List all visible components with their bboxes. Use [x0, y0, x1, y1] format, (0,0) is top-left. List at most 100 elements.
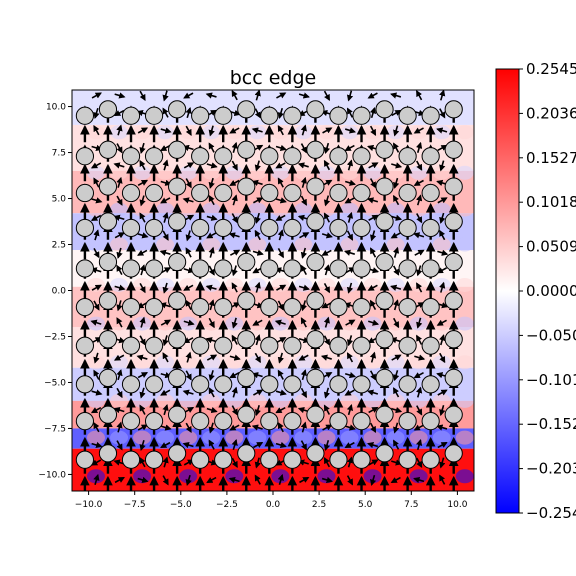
field-lobe	[294, 316, 313, 331]
atom	[375, 177, 394, 196]
field-lobe	[409, 430, 428, 445]
field-arrow	[93, 300, 100, 311]
field-arrow	[416, 141, 423, 153]
field-arrow	[116, 387, 123, 399]
field-arrow	[116, 300, 123, 312]
field-arrow	[300, 247, 307, 259]
field-arrow	[91, 284, 102, 291]
field-arrow	[416, 405, 423, 416]
atom	[306, 368, 325, 387]
field-arrow	[139, 90, 146, 102]
field-arrow	[300, 264, 307, 276]
atom	[144, 259, 164, 278]
atom	[98, 140, 118, 159]
field-arrow	[91, 441, 103, 449]
atom	[444, 252, 463, 272]
field-arrow	[416, 90, 423, 101]
field-lobe	[133, 469, 152, 484]
field-arrow	[391, 354, 402, 361]
field-lobe	[340, 430, 359, 445]
field-arrow	[162, 107, 169, 118]
atom	[168, 100, 187, 119]
field-lobe	[156, 165, 175, 180]
atom	[444, 368, 463, 387]
field-arrow	[277, 422, 284, 433]
y-tick-label: −5.0	[44, 378, 66, 388]
atom	[444, 100, 463, 119]
field-arrow	[275, 406, 286, 414]
field-arrow	[416, 438, 423, 451]
atom	[168, 405, 187, 424]
field-lobe	[271, 316, 290, 331]
field-arrow	[139, 456, 146, 468]
field-lobe	[133, 165, 152, 180]
field-arrow	[344, 372, 357, 379]
field-arrow	[439, 474, 446, 485]
field-arrow	[437, 249, 449, 256]
atom	[329, 183, 348, 203]
field-arrow	[367, 389, 379, 396]
atom	[283, 412, 302, 431]
field-lobe	[294, 469, 313, 484]
atom	[260, 450, 279, 469]
field-arrow	[139, 159, 146, 171]
field-lobe	[455, 165, 474, 180]
field-arrow	[323, 195, 331, 207]
field-lobe	[133, 430, 152, 445]
atom	[75, 147, 95, 166]
atom	[375, 330, 394, 349]
field-lobe	[110, 165, 129, 180]
x-tick-label: 2.5	[312, 500, 326, 510]
x-tick-label: 5.0	[358, 500, 373, 510]
field-lobe	[86, 237, 105, 252]
atom	[352, 218, 371, 238]
field-arrow	[346, 90, 354, 102]
atom	[283, 297, 302, 317]
colorbar-tick-label: 0.1527	[526, 149, 576, 167]
field-arrow	[252, 249, 264, 256]
field-lobe	[86, 277, 105, 292]
field-arrow	[391, 459, 403, 466]
atom	[98, 291, 118, 310]
field-arrow	[137, 179, 149, 186]
atom	[444, 212, 463, 231]
field-lobe	[86, 430, 105, 445]
field-lobe	[133, 202, 152, 217]
atom	[421, 218, 440, 238]
field-arrow	[299, 476, 310, 484]
field-arrow	[323, 316, 330, 328]
field-arrow	[231, 265, 238, 277]
atom	[144, 218, 164, 238]
atom	[237, 330, 256, 349]
field-arrow	[323, 90, 331, 102]
field-arrow	[416, 386, 423, 398]
field-arrow	[368, 406, 379, 414]
field-lobe	[294, 202, 313, 217]
field-arrow	[254, 229, 261, 241]
field-arrow	[390, 232, 401, 239]
field-arrow	[114, 232, 125, 239]
field-arrow	[93, 369, 100, 380]
field-arrow	[321, 249, 332, 256]
field-arrow	[323, 142, 331, 154]
field-arrow	[346, 211, 354, 223]
chart-title: bcc edge	[230, 67, 317, 89]
atom	[237, 444, 256, 463]
field-lobe	[248, 125, 267, 140]
field-lobe	[432, 202, 451, 217]
field-arrow	[162, 230, 169, 241]
atom	[214, 218, 233, 238]
atom	[98, 405, 118, 424]
field-arrow	[369, 299, 377, 310]
field-arrow	[252, 319, 263, 326]
field-lobe	[409, 165, 428, 180]
field-lobe	[110, 202, 129, 217]
field-arrow	[139, 335, 146, 346]
field-arrow	[439, 405, 446, 417]
field-arrow	[137, 424, 149, 431]
field-arrow	[139, 404, 146, 415]
atom	[306, 330, 325, 349]
atom	[283, 147, 302, 166]
field-arrow	[208, 125, 215, 137]
field-arrow	[416, 334, 423, 345]
